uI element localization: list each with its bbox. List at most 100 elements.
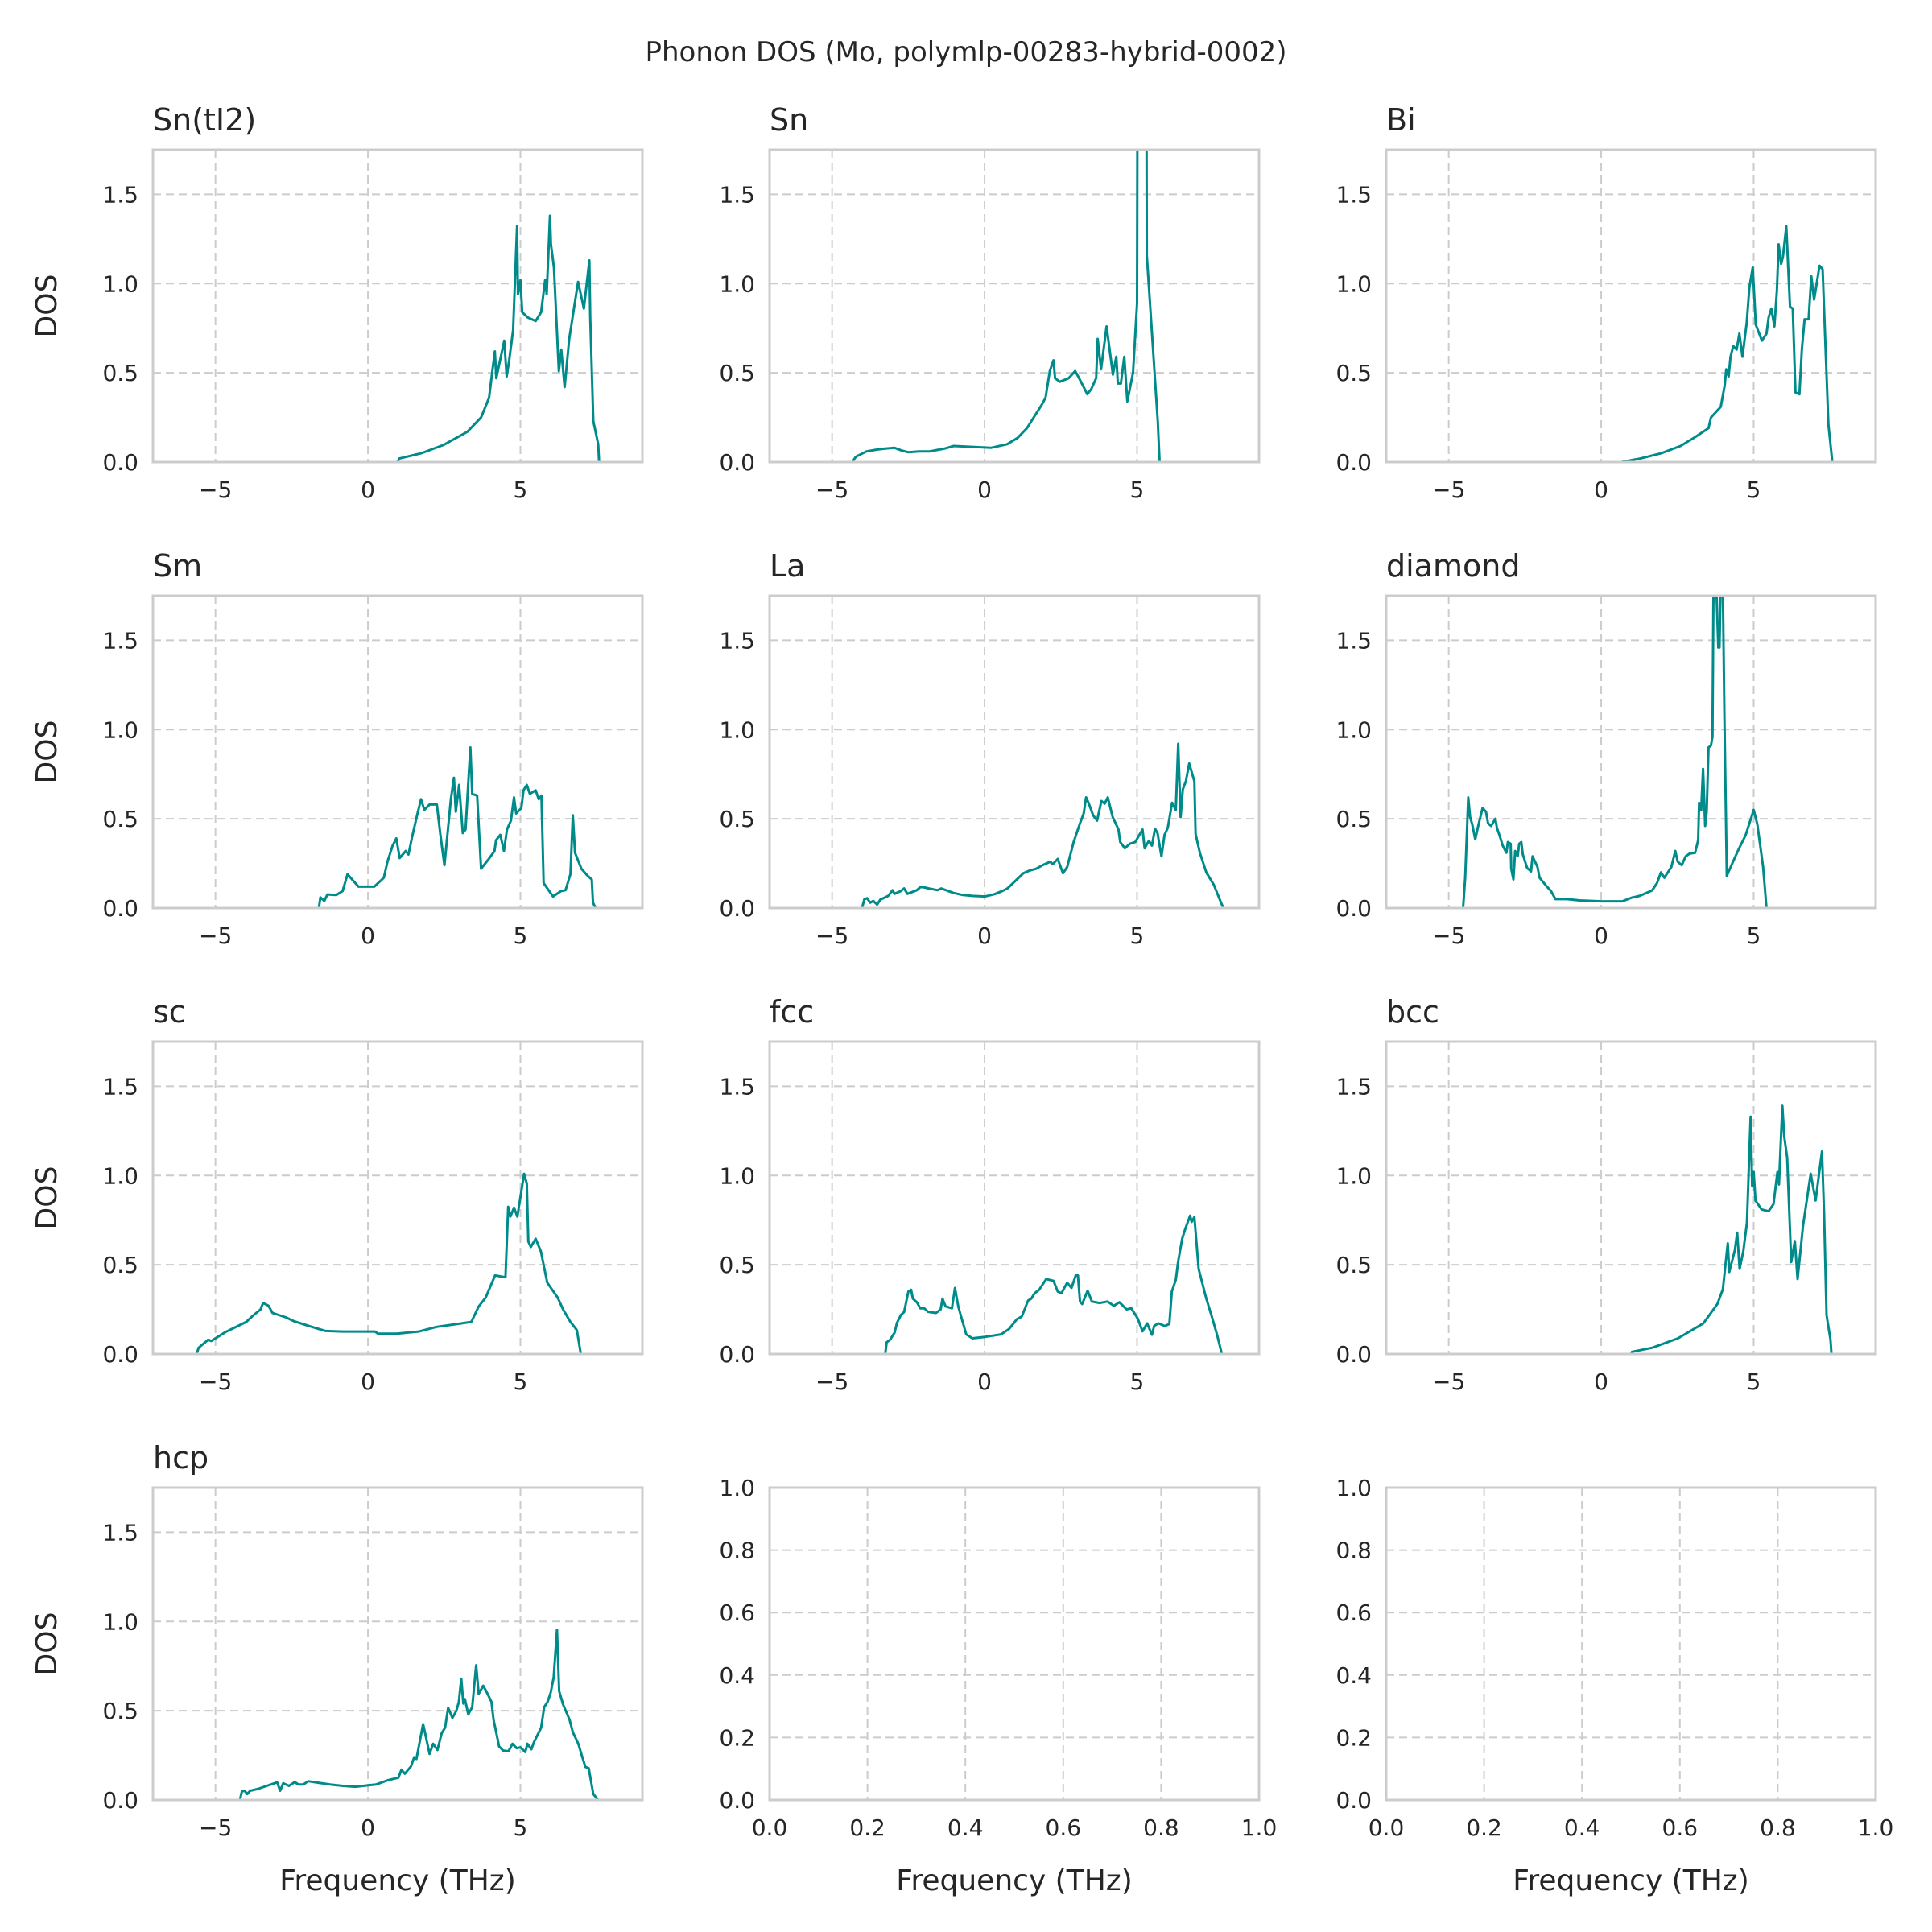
y-tick-label: 1.0 — [1335, 270, 1372, 297]
x-tick-label: 0.8 — [1143, 1814, 1179, 1841]
y-tick-label: 1.5 — [719, 181, 755, 208]
y-tick-label: 0.0 — [719, 895, 755, 922]
y-tick-label: 0.4 — [1335, 1662, 1372, 1689]
axes-frame — [151, 1040, 644, 1356]
y-tick-label: 1.5 — [102, 181, 138, 208]
axes-frame — [768, 594, 1261, 910]
y-tick-label: 1.0 — [102, 716, 138, 743]
y-tick-label: 0.5 — [1335, 1252, 1372, 1278]
y-tick-label: 0.0 — [719, 449, 755, 476]
y-tick-label: 1.0 — [1335, 1162, 1372, 1189]
x-tick-label: 0 — [361, 477, 375, 503]
subplot-hcp: −5 0 5 0.0 0.5 1.0 1.5 hcp DOS Frequency (THz) — [31, 1440, 644, 1897]
dos-curve-sc — [159, 1172, 619, 1354]
x-tick-label: 0.6 — [1662, 1814, 1699, 1841]
x-tick-label: 0.8 — [1760, 1814, 1796, 1841]
y-tick-label: 0.8 — [1335, 1538, 1372, 1564]
subplot-sn: −5 0 5 0.0 0.5 1.0 1.5 Sn — [719, 102, 1261, 503]
y-tick-label: 0.5 — [102, 1252, 138, 1278]
y-axis-label: DOS — [31, 1166, 64, 1230]
y-tick-label: 0.6 — [719, 1600, 755, 1626]
y-tick-label: 0.6 — [1335, 1600, 1372, 1626]
figure-title: Phonon DOS (Mo, polymlp-00283-hybrid-000… — [645, 36, 1286, 68]
x-tick-label: 5 — [1130, 477, 1145, 503]
y-tick-label: 1.0 — [102, 1608, 138, 1635]
axes-frame — [768, 1486, 1261, 1802]
y-tick-label: 0.2 — [1335, 1724, 1372, 1751]
x-tick-label: 0.0 — [752, 1814, 788, 1841]
axes-frame — [1385, 148, 1877, 464]
subplot-grid: −5 0 5 0.0 0.5 1.0 1.5 Sn(tI2) DOS −5 0 5 0.0 0.5 1.0 1… — [31, 102, 1893, 1897]
y-tick-label: 1.5 — [1335, 1073, 1372, 1100]
subplot-sc: −5 0 5 0.0 0.5 1.0 1.5 sc DOS — [31, 994, 644, 1395]
y-tick-label: 0.5 — [719, 360, 755, 386]
subplot-title: La — [770, 548, 805, 584]
axes-frame — [1385, 1040, 1877, 1356]
subplot-sm: −5 0 5 0.0 0.5 1.0 1.5 Sm DOS — [31, 548, 644, 949]
y-tick-label: 1.5 — [102, 1519, 138, 1546]
x-tick-label: 0.4 — [1564, 1814, 1600, 1841]
subplot-bcc: −5 0 5 0.0 0.5 1.0 1.5 bcc — [1335, 994, 1877, 1395]
x-tick-label: 0 — [361, 1368, 375, 1395]
subplot-title: Sm — [153, 548, 202, 584]
x-tick-label: 1.0 — [1858, 1814, 1894, 1841]
x-axis-label: Frequency (THz) — [1513, 1864, 1748, 1897]
y-tick-label: 1.5 — [1335, 181, 1372, 208]
y-tick-label: 0.0 — [102, 1341, 138, 1368]
x-tick-label: 5 — [514, 1814, 528, 1841]
y-axis-label: DOS — [31, 720, 64, 784]
y-tick-label: 0.4 — [719, 1662, 755, 1689]
subplot-fcc: −5 0 5 0.0 0.5 1.0 1.5 fcc — [719, 994, 1261, 1395]
y-tick-label: 0.0 — [102, 449, 138, 476]
y-tick-label: 0.0 — [1335, 1341, 1372, 1368]
subplot-la: −5 0 5 0.0 0.5 1.0 1.5 La — [719, 548, 1261, 949]
y-tick-label: 1.0 — [719, 1162, 755, 1189]
subplot-title: bcc — [1386, 994, 1439, 1030]
dos-curve-bi — [1603, 225, 1855, 462]
y-tick-label: 0.5 — [102, 1698, 138, 1724]
axes-frame — [151, 1486, 644, 1802]
y-tick-label: 1.0 — [1335, 716, 1372, 743]
x-tick-label: −5 — [199, 1814, 232, 1841]
subplot-empty-10: 0.0 0.2 0.4 0.6 0.8 1.0 0.0 0.2 0.4 0.6 0.8 1.0 Freq… — [719, 1475, 1277, 1897]
y-tick-label: 1.0 — [719, 1475, 755, 1501]
y-tick-label: 0.0 — [1335, 895, 1372, 922]
y-tick-label: 0.0 — [102, 1787, 138, 1814]
y-tick-label: 1.0 — [102, 270, 138, 297]
subplot-empty-11: 0.0 0.2 0.4 0.6 0.8 1.0 0.0 0.2 0.4 0.6 0.8 1.0 Freq… — [1335, 1475, 1893, 1897]
subplot-title: diamond — [1386, 548, 1520, 584]
axes-frame — [151, 148, 644, 464]
x-tick-label: −5 — [815, 477, 848, 503]
x-tick-label: −5 — [199, 923, 232, 949]
dos-curve-diamond — [1433, 596, 1795, 908]
dos-curve-sn — [813, 150, 1191, 462]
x-tick-label: 5 — [514, 1368, 528, 1395]
x-tick-label: 1.0 — [1241, 1814, 1278, 1841]
y-tick-label: 1.5 — [1335, 627, 1372, 654]
x-tick-label: 0.0 — [1368, 1814, 1405, 1841]
x-tick-label: −5 — [1432, 923, 1465, 949]
y-tick-label: 0.5 — [1335, 360, 1372, 386]
x-tick-label: 0 — [977, 1368, 992, 1395]
y-tick-label: 1.5 — [102, 627, 138, 654]
axes-frame — [1385, 594, 1877, 910]
x-tick-label: 0.2 — [849, 1814, 886, 1841]
x-tick-label: 5 — [514, 477, 528, 503]
subplot-title: Sn — [770, 102, 808, 138]
y-tick-label: 1.0 — [102, 1162, 138, 1189]
x-tick-label: −5 — [1432, 477, 1465, 503]
y-tick-label: 0.0 — [719, 1787, 755, 1814]
x-tick-label: 0 — [1594, 923, 1608, 949]
x-tick-label: −5 — [815, 1368, 848, 1395]
subplot-title: hcp — [153, 1440, 208, 1476]
x-axis-label: Frequency (THz) — [279, 1864, 515, 1897]
axes-frame — [1385, 1486, 1877, 1802]
y-axis-label: DOS — [31, 1612, 64, 1676]
subplot-title: Sn(tI2) — [153, 102, 256, 138]
y-tick-label: 0.8 — [719, 1538, 755, 1564]
x-tick-label: 5 — [1130, 923, 1145, 949]
y-tick-label: 0.5 — [719, 1252, 755, 1278]
x-tick-label: 0.2 — [1466, 1814, 1502, 1841]
x-tick-label: 0 — [1594, 477, 1608, 503]
